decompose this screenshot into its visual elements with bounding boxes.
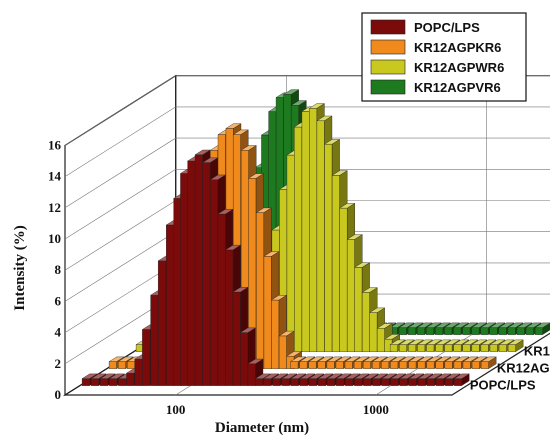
row-label: KR12AGPKR6	[497, 361, 550, 376]
y-tick-label: 14	[48, 169, 62, 184]
row-labels: KR12AGPVR6KR12AGPWR6KR12AGPKR6POPC/LPS	[470, 344, 550, 393]
legend: POPC/LPS KR12AGPKR6 KR12AGPWR6 KR12AGPVR6	[361, 12, 527, 102]
x-tick-label: 1000	[363, 402, 389, 417]
row-label: POPC/LPS	[470, 378, 536, 393]
legend-swatch	[370, 19, 406, 35]
x-tick-labels: 100 1000	[166, 402, 389, 417]
legend-entry: POPC/LPS	[414, 20, 480, 35]
y-tick-label: 2	[55, 356, 62, 371]
y-tick-label: 10	[48, 231, 61, 246]
series-row	[81, 149, 470, 387]
legend-swatch	[370, 79, 406, 95]
bar	[534, 322, 550, 336]
legend-swatch	[370, 39, 406, 55]
legend-entry: KR12AGPVR6	[414, 80, 501, 95]
bar	[480, 356, 497, 370]
bar	[461, 322, 479, 336]
bar	[507, 339, 524, 353]
y-tick-label: 16	[48, 137, 62, 152]
y-tick-label: 4	[55, 325, 62, 340]
legend-entry: KR12AGPKR6	[414, 40, 501, 55]
row-label: KR12AGPWR6	[524, 344, 550, 359]
y-tick-label: 0	[55, 387, 62, 402]
legend-swatch	[370, 59, 406, 75]
gridline	[64, 169, 550, 240]
gridline	[64, 106, 550, 177]
y-axis-label: Intensity (%)	[12, 225, 28, 310]
y-tick-labels: 0 2 4 6 8 10 12 14 16	[48, 137, 62, 402]
bar-rows	[81, 89, 550, 387]
legend-entry: KR12AGPWR6	[414, 60, 504, 75]
y-tick-label: 12	[48, 200, 61, 215]
x-tick-label: 100	[166, 402, 186, 417]
y-tick-label: 8	[55, 262, 62, 277]
y-tick-label: 6	[55, 293, 62, 308]
x-axis-label: Diameter (nm)	[215, 420, 309, 436]
gridline	[64, 137, 550, 209]
bar	[453, 373, 470, 387]
